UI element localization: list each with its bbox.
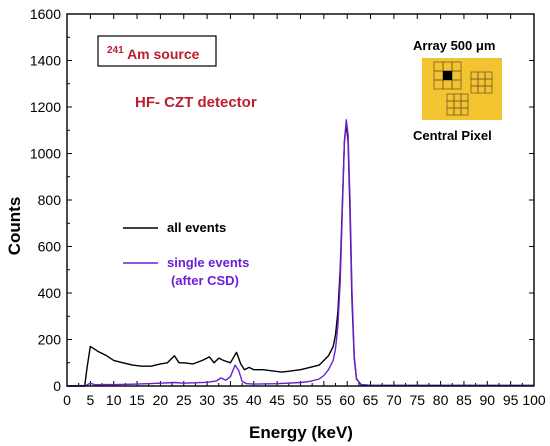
legend-label-all-events: all events: [167, 220, 226, 235]
x-tick-label: 80: [433, 392, 449, 408]
x-tick-label: 10: [106, 392, 122, 408]
y-tick-label: 1400: [30, 53, 61, 69]
legend-label-line: single events: [167, 255, 249, 270]
y-tick-label: 1600: [30, 6, 61, 22]
central-pixel-label: Central Pixel: [413, 128, 492, 143]
x-tick-label: 30: [199, 392, 215, 408]
pixel-cell: [460, 107, 469, 116]
y-tick-label: 1000: [30, 146, 61, 162]
x-tick-label: 45: [269, 392, 285, 408]
x-tick-label: 70: [386, 392, 402, 408]
axis-ticks: 0 5 10 15 20 25 30 35 40 45 50 55 60 65 70 75 80 85 90 95 10…: [30, 6, 546, 408]
source-annotation: 241 Am source: [97, 35, 217, 67]
x-tick-label: 60: [339, 392, 355, 408]
series-line-all-events: [67, 122, 534, 387]
x-tick-label: 15: [129, 392, 145, 408]
x-tick-label: 90: [480, 392, 496, 408]
source-superscript: 241: [107, 45, 124, 56]
x-tick-label: 0: [63, 392, 71, 408]
pixel-array-inset: Array 500 μm Central Pixel: [413, 38, 502, 143]
x-tick-label: 55: [316, 392, 332, 408]
y-tick-label: 600: [38, 239, 62, 255]
legend-label-single-events: single events (after CSD): [167, 255, 249, 288]
y-tick-label: 0: [53, 378, 61, 394]
plot-frame: [66, 13, 535, 387]
y-tick-label: 200: [38, 332, 62, 348]
source-box: [97, 35, 217, 67]
y-tick-label: 1200: [30, 99, 61, 115]
source-text: Am source: [127, 46, 200, 62]
right-pixel-grid: [470, 71, 493, 94]
x-tick-label: 50: [293, 392, 309, 408]
x-tick-label: 95: [503, 392, 519, 408]
x-tick-label: 40: [246, 392, 262, 408]
pixel-cell: [451, 79, 462, 90]
x-tick-label: 35: [223, 392, 239, 408]
legend: all events single events (after CSD): [123, 220, 249, 288]
x-tick-label: 25: [176, 392, 192, 408]
lower-pixel-grid: [446, 93, 469, 116]
x-tick-label: 85: [456, 392, 472, 408]
x-tick-label: 5: [86, 392, 94, 408]
array-label: Array 500 μm: [413, 38, 495, 53]
detector-label: HF- CZT detector: [135, 94, 257, 111]
x-tick-label: 65: [363, 392, 379, 408]
x-axis-title: Energy (keV): [249, 423, 353, 442]
x-tick-label: 20: [153, 392, 169, 408]
x-tick-label: 75: [409, 392, 425, 408]
source-label: 241 Am source: [107, 40, 200, 62]
y-axis-title: Counts: [5, 197, 24, 256]
pixel-cell: [484, 85, 493, 94]
series-line-single-events: [66, 119, 534, 387]
y-tick-label: 400: [38, 285, 62, 301]
legend-label-line: (after CSD): [171, 273, 239, 288]
x-tick-label: 100: [522, 392, 546, 408]
central-pixel-marker: [443, 71, 452, 80]
series-layer: [66, 119, 534, 387]
y-tick-label: 800: [38, 192, 62, 208]
